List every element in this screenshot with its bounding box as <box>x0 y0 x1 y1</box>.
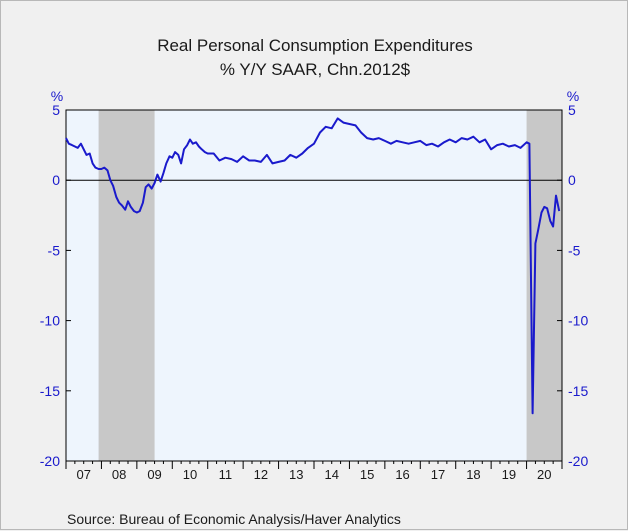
chart-subtitle: % Y/Y SAAR, Chn.2012$ <box>220 60 411 79</box>
x-tick-label: 10 <box>183 467 197 482</box>
x-tick-label: 20 <box>537 467 551 482</box>
y-tick-label-right: -10 <box>568 313 588 329</box>
x-tick-label: 15 <box>360 467 374 482</box>
y-axis-unit-right: % <box>567 88 579 104</box>
y-tick-label-right: 5 <box>568 102 576 118</box>
x-tick-label: 11 <box>219 467 233 482</box>
x-tick-label: 18 <box>466 467 480 482</box>
plot-area: 5 5 0 0 -5 -5 -10 -10 -15 -15 -20 -20 07 08 09 10 11 12 13… <box>40 102 589 482</box>
x-tick-label: 07 <box>76 467 90 482</box>
x-tick-label: 13 <box>289 467 303 482</box>
y-tick-label-right: -15 <box>568 383 588 399</box>
chart-title: Real Personal Consumption Expenditures <box>157 36 473 55</box>
y-tick-label-left: -20 <box>40 453 60 469</box>
recession-shade-1 <box>98 110 155 461</box>
y-tick-label-left: 0 <box>52 172 60 188</box>
y-tick-label-left: 5 <box>52 102 60 118</box>
x-tick-label: 17 <box>431 467 445 482</box>
x-tick-label: 09 <box>147 467 161 482</box>
x-tick-label: 16 <box>395 467 409 482</box>
y-tick-label-right: 0 <box>568 172 576 188</box>
x-tick-label: 14 <box>324 467 338 482</box>
y-tick-label-right: -5 <box>568 242 581 258</box>
y-tick-label-left: -15 <box>40 383 60 399</box>
x-tick-label: 12 <box>254 467 268 482</box>
series-line-1 <box>65 117 561 415</box>
y-tick-label-left: -5 <box>48 242 61 258</box>
x-tick-label: 08 <box>112 467 126 482</box>
y-axis-unit-left: % <box>51 88 63 104</box>
x-tick-label: 19 <box>502 467 516 482</box>
y-tick-label-left: -10 <box>40 313 60 329</box>
source-note: Source: Bureau of Economic Analysis/Have… <box>67 511 401 527</box>
y-tick-label-right: -20 <box>568 453 588 469</box>
